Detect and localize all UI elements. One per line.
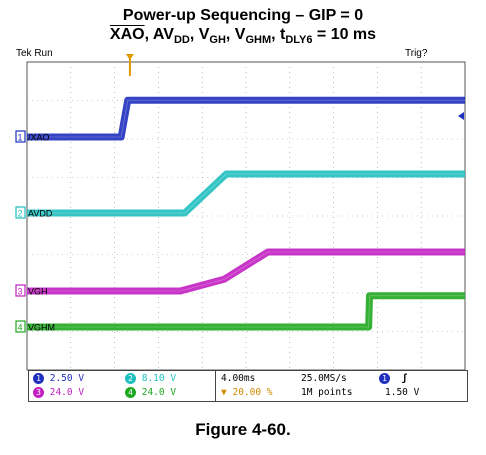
- channel-label-xao: 1/XAO: [15, 130, 50, 143]
- title-line-1: Power-up Sequencing – GIP = 0: [122, 7, 364, 24]
- ch4-scale: 4 24.0 V: [125, 387, 176, 398]
- channel-number-box: [15, 320, 26, 333]
- timebase-value: 4.00ms: [221, 373, 256, 384]
- trigger-level: 1.50 V: [385, 387, 420, 398]
- trigger-slope-icon: ʃ: [401, 373, 408, 384]
- ch2-scale: 2 8.10 V: [125, 373, 176, 384]
- channel-number: 3: [18, 287, 23, 297]
- channel-name: VGH: [28, 287, 48, 297]
- status-trigger-label: Trig?: [405, 48, 428, 59]
- channel-number-box: [15, 206, 26, 219]
- trace-vgh: [27, 248, 465, 295]
- record-length: 1M points: [301, 387, 353, 398]
- ch3-badge: 3: [33, 387, 44, 398]
- readout-panel: 1 2.50 V 3 24.0 V 2 8.10 V 4 24.0 V 4.00…: [28, 370, 468, 402]
- traces: [27, 96, 465, 331]
- trigger-level-arrow: [458, 112, 464, 120]
- trace-xao: [27, 96, 465, 141]
- trigger-source: 1 ʃ: [379, 373, 407, 384]
- ch3-scale: 3 24.0 V: [33, 387, 84, 398]
- channel-name: AVDD: [28, 209, 53, 219]
- channel-number-box: [15, 284, 26, 297]
- trace-vgh-highlight: [27, 251, 465, 292]
- channel-number: 1: [18, 133, 23, 143]
- ch1-badge: 1: [33, 373, 44, 384]
- figure-caption: Figure 4-60.: [195, 420, 291, 439]
- channel-label-vghm: 4 VGHM: [15, 320, 55, 333]
- status-run-label: Tek Run: [16, 48, 53, 59]
- ch2-badge: 2: [125, 373, 136, 384]
- channel-label-vgh: 3 VGH: [15, 284, 48, 297]
- channel-labels: 1/XAO 2 AVDD 3 VGH 4 VGHM: [15, 130, 55, 333]
- trigger-source-badge: 1: [379, 373, 390, 384]
- channel-name: VGHM: [28, 323, 55, 333]
- trigger-position: ▼ 20.00 %: [221, 387, 273, 398]
- trigger-marker-arrow: [125, 54, 134, 60]
- trace-xao-highlight: [27, 99, 465, 138]
- channel-number: 2: [18, 209, 23, 219]
- trace-vghm-highlight: [27, 295, 465, 328]
- chart-title: Power-up Sequencing – GIP = 0 XAO, AVDD,…: [0, 6, 486, 50]
- channel-number: 4: [18, 323, 23, 333]
- ch4-badge: 4: [125, 387, 136, 398]
- trace-vghm: [27, 292, 465, 331]
- ch1-scale: 1 2.50 V: [33, 373, 84, 384]
- title-xao: XAO: [109, 26, 145, 43]
- channel-name: /XAO: [28, 133, 50, 143]
- trace-avdd: [27, 170, 465, 217]
- sample-rate: 25.0MS/s: [301, 373, 347, 384]
- trigger-position-icon: ▼: [221, 387, 227, 398]
- trace-avdd-highlight: [27, 173, 465, 214]
- channel-number-box: [15, 130, 26, 143]
- channel-label-avdd: 2 AVDD: [15, 206, 53, 219]
- title-line-2: XAO, AVDD, VGH, VGHM, tDLY6 = 10 ms: [109, 26, 377, 47]
- readout-divider: [215, 371, 216, 401]
